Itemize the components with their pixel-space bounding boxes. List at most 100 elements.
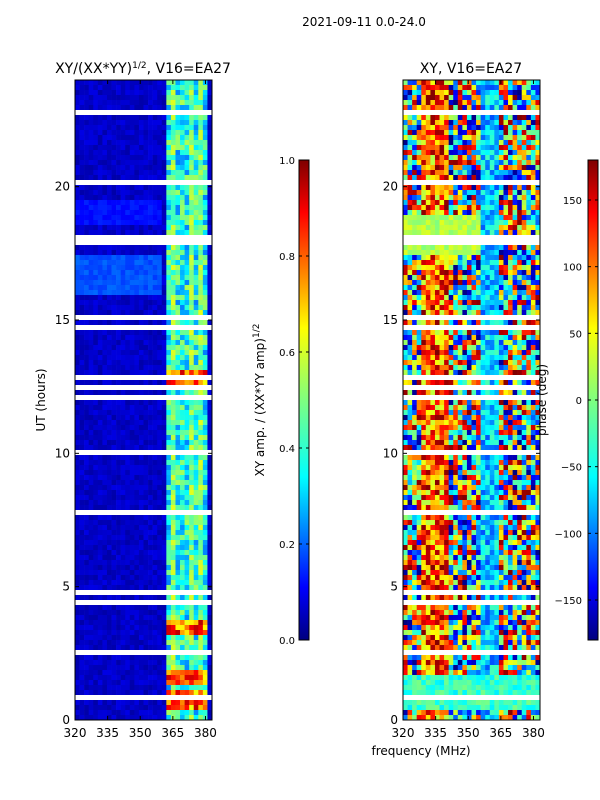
heatmap-cell (189, 280, 195, 286)
heatmap-cell (193, 640, 199, 646)
heatmap-cell-flagged (93, 395, 99, 401)
heatmap-cell (120, 185, 126, 191)
heatmap-cell (466, 105, 472, 111)
heatmap-cell (97, 685, 103, 691)
heatmap-cell (84, 400, 89, 406)
heatmap-cell (207, 320, 213, 326)
heatmap-cell (116, 415, 121, 421)
heatmap-cell (193, 405, 199, 411)
heatmap-cell (448, 90, 454, 96)
heatmap-cell (480, 215, 486, 221)
heatmap-cell (157, 435, 163, 441)
heatmap-cell (508, 170, 513, 176)
heatmap-cell (180, 300, 185, 306)
heatmap-cell (457, 170, 463, 176)
heatmap-cell (111, 485, 117, 491)
heatmap-cell (125, 155, 131, 161)
heatmap-cell (125, 275, 131, 281)
heatmap-cell (207, 170, 213, 176)
heatmap-cell (434, 205, 440, 211)
heatmap-cell (88, 670, 94, 676)
heatmap-cell (535, 250, 541, 256)
heatmap-cell (184, 440, 190, 446)
heatmap-cell (198, 245, 204, 251)
heatmap-cell-flagged (111, 315, 117, 321)
heatmap-cell (526, 90, 532, 96)
heatmap-cell (189, 160, 195, 166)
heatmap-cell (161, 160, 167, 166)
heatmap-cell (93, 225, 99, 231)
heatmap-cell (157, 280, 163, 286)
heatmap-cell (116, 485, 121, 491)
heatmap-cell (129, 80, 135, 86)
heatmap-cell (134, 670, 140, 676)
heatmap-cell (134, 480, 140, 486)
heatmap-cell (170, 140, 176, 146)
heatmap-cell (166, 305, 172, 311)
heatmap-cell (161, 465, 167, 471)
heatmap-cell (116, 320, 121, 326)
heatmap-cell (170, 115, 176, 121)
heatmap-cell (512, 140, 518, 146)
heatmap-cell (75, 660, 80, 666)
heatmap-cell (202, 350, 208, 356)
heatmap-cell (84, 135, 89, 141)
heatmap-cell (161, 130, 167, 136)
heatmap-cell (189, 345, 195, 351)
heatmap-cell (152, 170, 158, 176)
heatmap-cell (480, 195, 486, 201)
heatmap-cell (129, 535, 135, 541)
heatmap-cell (152, 480, 158, 486)
heatmap-cell (198, 305, 204, 311)
heatmap-cell-flagged (476, 235, 481, 241)
heatmap-cell (425, 85, 431, 91)
heatmap-cell (75, 560, 80, 566)
heatmap-cell (412, 155, 417, 161)
heatmap-cell-flagged (106, 315, 112, 321)
heatmap-cell (120, 100, 126, 106)
heatmap-cell (448, 250, 454, 256)
heatmap-cell (530, 115, 536, 121)
heatmap-cell (189, 470, 195, 476)
heatmap-cell (116, 540, 121, 546)
heatmap-cell (170, 645, 176, 651)
heatmap-cell (166, 670, 172, 676)
heatmap-cell (125, 210, 131, 216)
heatmap-cell (116, 495, 121, 501)
heatmap-cell (143, 205, 149, 211)
heatmap-cell (412, 120, 417, 126)
heatmap-cell (79, 715, 85, 721)
heatmap-cell-flagged (416, 240, 422, 246)
heatmap-cell-flagged (434, 110, 440, 116)
heatmap-cell (102, 535, 108, 541)
heatmap-cell (152, 250, 158, 256)
heatmap-cell (152, 485, 158, 491)
heatmap-cell (97, 280, 103, 286)
heatmap-cell (120, 250, 126, 256)
heatmap-cell-flagged (75, 385, 80, 391)
heatmap-cell-flagged (170, 695, 176, 701)
heatmap-cell (189, 405, 195, 411)
heatmap-cell (175, 580, 181, 586)
heatmap-cell (97, 715, 103, 721)
right-panel-title: XY, V16=EA27 (420, 61, 522, 77)
heatmap-cell (466, 100, 472, 106)
heatmap-cell (189, 715, 195, 721)
heatmap-cell (157, 710, 163, 716)
heatmap-cell (129, 520, 135, 526)
heatmap-cell-flagged (412, 240, 417, 246)
heatmap-cell (138, 320, 144, 326)
heatmap-cell (207, 115, 213, 121)
heatmap-cell (471, 220, 477, 226)
heatmap-cell-flagged (207, 325, 213, 331)
heatmap-cell-flagged (202, 695, 208, 701)
heatmap-cell-flagged (166, 695, 172, 701)
heatmap-cell (530, 165, 536, 171)
heatmap-cell (97, 670, 103, 676)
heatmap-cell (161, 195, 167, 201)
heatmap-cell (129, 125, 135, 131)
heatmap-cell (503, 205, 509, 211)
heatmap-cell (193, 160, 199, 166)
heatmap-cell (129, 120, 135, 126)
heatmap-cell-flagged (125, 375, 131, 381)
